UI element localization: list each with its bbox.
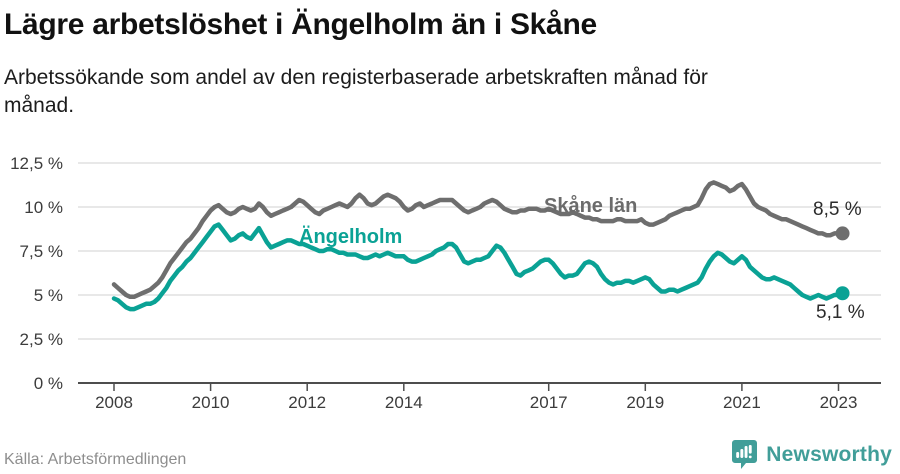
end-value-skane-lan: 8,5 % [813,199,862,220]
x-tick-label: 2008 [95,393,133,412]
series-label-skane-lan: Skåne län [544,195,638,217]
x-tick-label: 2012 [288,393,326,412]
end-value-angelholm: 5,1 % [816,302,865,323]
x-tick-label: 2017 [530,393,568,412]
y-tick-label: 10 % [24,198,63,217]
page-title: Lägre arbetslöshet i Ängelholm än i Skån… [4,8,597,41]
x-tick-label: 2023 [820,393,858,412]
newsworthy-bubble-icon [732,440,758,469]
newsworthy-wordmark: Newsworthy [766,442,892,466]
y-tick-label: 12,5 % [10,154,63,173]
x-tick-label: 2019 [626,393,664,412]
x-tick-label: 2014 [385,393,423,412]
y-tick-label: 0 % [34,374,63,393]
x-tick-label: 2021 [723,393,761,412]
x-tick-label: 2010 [192,393,230,412]
series-line-skane-lan [111,180,845,300]
chart-subtitle: Arbetssökande som andel av den registerb… [4,64,708,120]
end-dot-skane-lan [835,226,850,241]
chart-subtitle-line2: månad. [4,94,75,117]
y-tick-label: 5 % [34,286,63,305]
y-tick-label: 7,5 % [20,242,63,261]
series-label-angelholm: Ängelholm [299,226,403,248]
source-note: Källa: Arbetsförmedlingen [4,451,187,468]
y-tick-label: 2,5 % [20,330,63,349]
chart-subtitle-line1: Arbetssökande som andel av den registerb… [4,66,708,89]
end-dot-angelholm [835,286,850,301]
newsworthy-logo: Newsworthy [731,439,892,470]
series-line-angelholm [111,222,845,312]
